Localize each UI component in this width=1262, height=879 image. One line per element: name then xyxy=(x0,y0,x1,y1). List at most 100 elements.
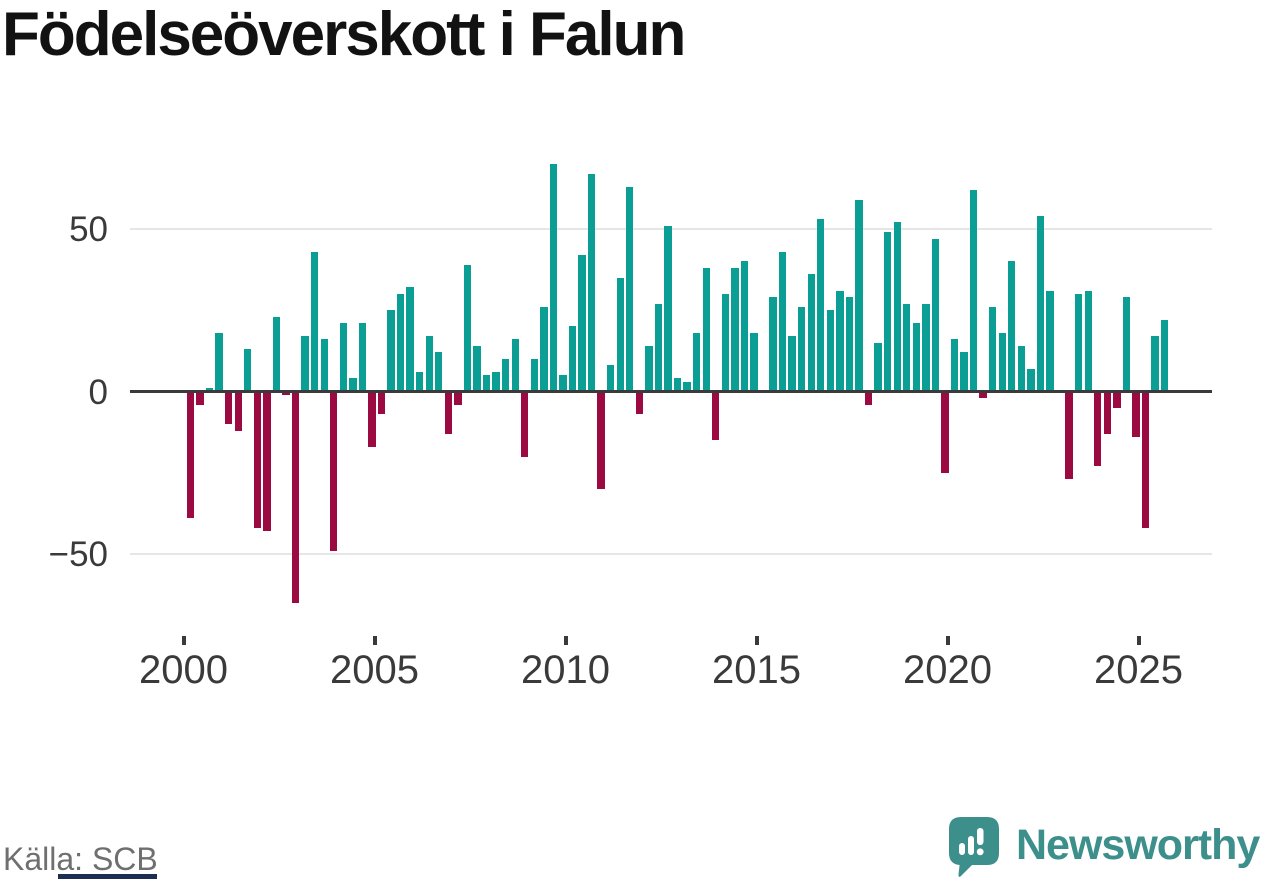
bar-positive xyxy=(578,254,586,392)
bar-positive xyxy=(215,332,223,392)
bar-positive xyxy=(731,267,739,392)
bar-positive xyxy=(1017,345,1026,392)
bar-positive xyxy=(817,219,825,392)
bar-positive xyxy=(1027,368,1035,392)
bar-positive xyxy=(845,297,854,392)
bar-negative xyxy=(1103,391,1111,434)
bar-negative xyxy=(444,391,453,434)
bar-negative xyxy=(1113,391,1121,408)
bar-negative xyxy=(291,391,300,603)
bar-positive xyxy=(587,173,596,392)
bar-positive xyxy=(807,274,815,392)
bar-positive xyxy=(473,345,481,392)
x-axis-tick xyxy=(754,636,759,645)
x-axis-tick xyxy=(181,636,186,645)
bar-negative xyxy=(454,391,462,405)
bar-positive xyxy=(836,290,844,392)
bar-negative xyxy=(234,391,242,431)
bar-positive xyxy=(616,277,624,392)
x-axis-tick xyxy=(1136,636,1141,645)
bar-positive xyxy=(501,358,510,392)
bar-negative xyxy=(330,391,338,551)
bar-positive xyxy=(740,261,749,392)
bar-negative xyxy=(1094,391,1102,467)
bar-negative xyxy=(377,391,386,415)
bar-positive xyxy=(387,310,395,392)
bar-negative xyxy=(1141,391,1150,529)
bar-positive xyxy=(1074,293,1083,392)
bar-positive xyxy=(205,388,214,392)
bar-positive xyxy=(989,306,997,392)
bar-positive xyxy=(626,186,634,392)
bar-positive xyxy=(482,375,491,392)
y-axis-tick-label: 50 xyxy=(69,209,108,249)
bar-positive xyxy=(922,303,930,392)
newsworthy-wordmark: Newsworthy xyxy=(1016,821,1260,869)
bar-positive xyxy=(769,297,777,392)
bar-positive xyxy=(912,323,920,392)
bar-negative xyxy=(196,391,204,405)
bar-negative xyxy=(979,391,987,398)
bar-positive xyxy=(673,378,682,392)
bar-positive xyxy=(1084,290,1092,392)
source-note: Källa: SCB xyxy=(3,841,158,877)
y-axis-tick-label: −50 xyxy=(48,535,108,575)
bar-negative xyxy=(225,391,233,425)
bar-positive xyxy=(778,251,787,392)
bar-positive xyxy=(645,345,653,392)
bar-positive xyxy=(549,163,558,392)
bar-positive xyxy=(721,293,729,392)
x-axis-tick xyxy=(372,636,377,645)
bar-positive xyxy=(607,365,615,392)
bar-negative xyxy=(864,391,873,405)
bar-positive xyxy=(664,225,672,392)
x-axis-tick-label: 2020 xyxy=(903,648,992,692)
x-axis-tick xyxy=(945,636,950,645)
newsworthy-speech-bubble-chart-icon xyxy=(949,817,999,877)
bar-positive xyxy=(301,336,309,392)
bar-positive xyxy=(416,371,424,392)
bar-negative xyxy=(521,391,529,457)
x-axis-tick-label: 2025 xyxy=(1094,648,1183,692)
bar-positive xyxy=(1160,319,1169,392)
bar-positive xyxy=(931,238,940,392)
bar-positive xyxy=(1122,297,1131,392)
bar-positive xyxy=(874,342,882,392)
bar-positive xyxy=(425,336,433,392)
bar-positive xyxy=(463,264,472,392)
bar-negative xyxy=(282,391,290,395)
bar-positive xyxy=(1151,336,1159,392)
bar-positive xyxy=(883,232,892,392)
bar-positive xyxy=(826,310,835,392)
bar-positive xyxy=(511,339,519,392)
bar-positive xyxy=(540,306,548,392)
bar-positive xyxy=(750,332,758,392)
bar-positive xyxy=(406,287,414,392)
bar-positive xyxy=(349,378,357,392)
bar-positive xyxy=(358,323,367,392)
bar-positive xyxy=(692,332,701,392)
bottom-navy-strip xyxy=(58,874,157,879)
zero-baseline xyxy=(130,390,1212,393)
bar-negative xyxy=(635,391,644,415)
bar-positive xyxy=(310,251,319,392)
bar-positive xyxy=(654,303,663,392)
bar-negative xyxy=(1132,391,1140,438)
bar-positive xyxy=(969,189,978,392)
page-title: Födelseöverskott i Falun xyxy=(2,0,686,69)
x-axis-tick-label: 2005 xyxy=(330,648,419,692)
y-axis-tick-label: 0 xyxy=(88,372,108,412)
bar-positive xyxy=(244,349,252,392)
x-axis-tick-label: 2015 xyxy=(712,648,801,692)
bar-positive xyxy=(855,199,863,392)
x-axis-tick-label: 2010 xyxy=(521,648,610,692)
bar-positive xyxy=(1046,290,1054,392)
bar-positive xyxy=(492,371,500,392)
bar-positive xyxy=(530,358,538,392)
bar-negative xyxy=(597,391,605,490)
bar-positive xyxy=(339,323,347,392)
bar-positive xyxy=(788,336,796,392)
bar-negative xyxy=(186,391,195,519)
bar-positive xyxy=(960,352,968,392)
